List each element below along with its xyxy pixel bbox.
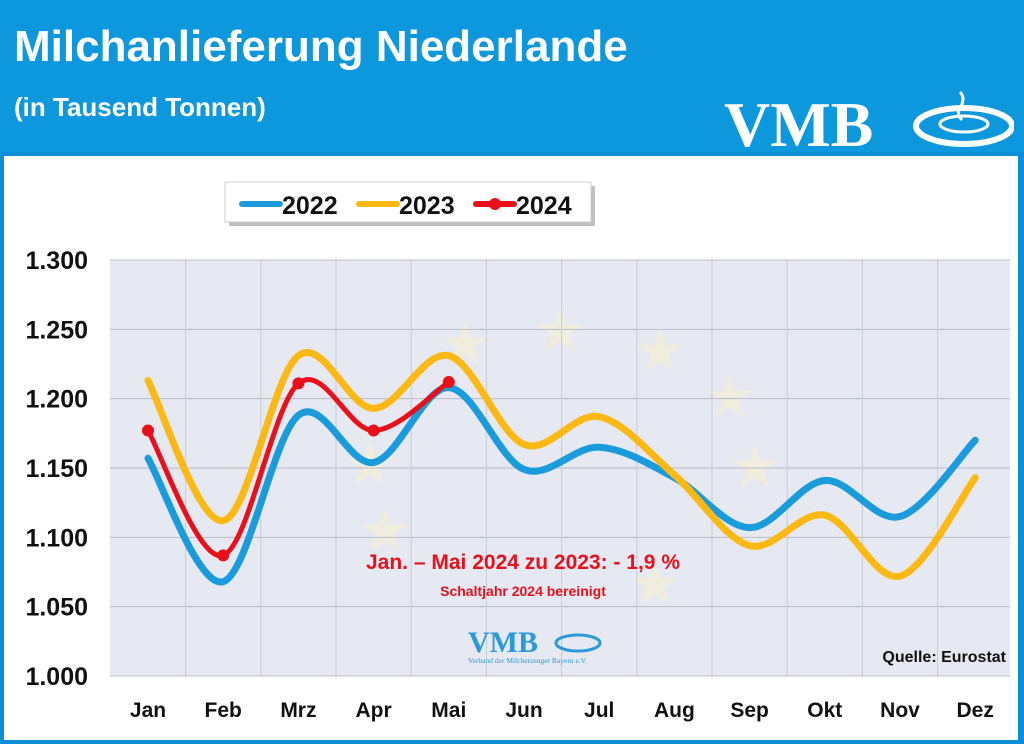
y-tick-label: 1.050 bbox=[25, 594, 88, 622]
eu-star-icon bbox=[732, 444, 778, 488]
data-point-2024 bbox=[367, 424, 380, 437]
y-tick-label: 1.100 bbox=[25, 524, 88, 552]
x-tick-label: Mrz bbox=[280, 699, 316, 722]
watermark-subtitle: Verband der Milcherzeuger Bayern e.V. bbox=[468, 656, 587, 665]
legend-label-2024: 2024 bbox=[516, 192, 572, 220]
x-tick-label: Nov bbox=[880, 699, 920, 722]
legend-marker-2024 bbox=[489, 198, 501, 210]
y-tick-label: 1.200 bbox=[25, 386, 88, 414]
chart-title: Milchanlieferung Niederlande bbox=[14, 22, 628, 71]
series-line-2024 bbox=[145, 377, 452, 558]
header: Milchanlieferung Niederlande (in Tausend… bbox=[0, 0, 1024, 154]
x-tick-label: Jun bbox=[505, 699, 542, 722]
data-point-2024 bbox=[142, 424, 154, 437]
y-tick-label: 1.250 bbox=[25, 316, 88, 344]
x-tick-label: Feb bbox=[205, 699, 242, 722]
data-point-2024 bbox=[292, 377, 305, 390]
y-tick-label: 1.300 bbox=[25, 247, 88, 275]
legend-box bbox=[224, 181, 592, 223]
watermark-logo-icon bbox=[554, 633, 602, 653]
x-tick-label: Mai bbox=[431, 699, 466, 722]
x-tick-label: Dez bbox=[957, 699, 994, 722]
legend-label-2023: 2023 bbox=[399, 192, 455, 220]
data-point-2024 bbox=[442, 376, 455, 389]
vmb-logo: VMB bbox=[724, 89, 1014, 154]
x-tick-label: Jul bbox=[584, 699, 614, 722]
x-tick-label: Jan bbox=[130, 699, 166, 722]
eu-star-icon bbox=[632, 561, 678, 605]
eu-star-icon bbox=[707, 374, 753, 418]
watermark-logo: VMB bbox=[468, 626, 538, 659]
chart-subtitle: (in Tausend Tonnen) bbox=[14, 92, 266, 122]
eu-star-icon bbox=[637, 328, 683, 372]
x-tick-label: Sep bbox=[730, 699, 769, 722]
x-tick-label: Okt bbox=[807, 699, 842, 722]
annotation-text: Jan. – Mai 2024 zu 2023: - 1,9 % bbox=[366, 551, 680, 574]
data-point-2024 bbox=[217, 549, 230, 562]
series-line-2022 bbox=[144, 384, 979, 586]
series-line-2023 bbox=[144, 349, 979, 580]
y-tick-label: 1.000 bbox=[25, 663, 88, 691]
source-label: Quelle: Eurostat bbox=[882, 649, 1006, 666]
eu-star-icon bbox=[362, 508, 408, 552]
legend-label-2022: 2022 bbox=[282, 192, 338, 220]
x-tick-label: Aug bbox=[654, 699, 695, 722]
eu-star-icon bbox=[442, 321, 488, 365]
legend: 2022 2023 2024 bbox=[224, 181, 595, 226]
x-tick-label: Apr bbox=[356, 699, 392, 722]
vmb-logo-text: VMB bbox=[724, 89, 873, 154]
y-tick-label: 1.150 bbox=[25, 455, 88, 483]
annotation-subtext: Schaltjahr 2024 bereinigt bbox=[440, 583, 606, 599]
